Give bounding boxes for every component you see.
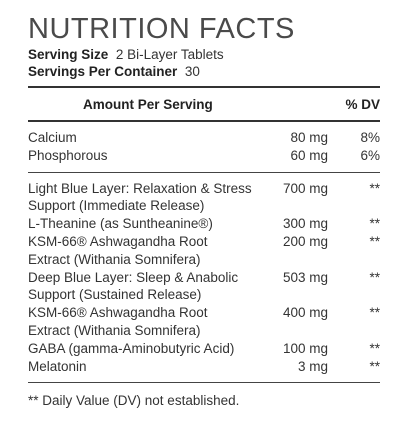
divider: [28, 171, 380, 173]
nutrition-label: NUTRITION FACTS Serving Size 2 Bi-Layer …: [28, 12, 380, 408]
name-line: Melatonin: [28, 358, 87, 374]
nutrient-row: Deep Blue Layer: Sleep & Anabolic Support…: [28, 269, 380, 305]
nutrient-row: Light Blue Layer: Relaxation & Stress Sup…: [28, 180, 380, 216]
amount: 700 mg: [282, 180, 328, 196]
daily-value: **: [369, 340, 380, 356]
table-header: Amount Per Serving % DV: [28, 88, 380, 120]
daily-value: **: [369, 216, 380, 232]
amount: 3 mg: [297, 358, 328, 374]
serving-size-value: 2 Bi-Layer Tablets: [115, 47, 224, 62]
servings-label: Servings Per Container: [28, 64, 178, 79]
name-line: GABA (gamma-Aminobutyric Acid): [28, 340, 235, 356]
servings-value: 30: [184, 64, 200, 79]
nutrient-name: GABA (gamma-Aminobutyric Acid): [28, 340, 278, 358]
nutrient-name: KSM-66® Ashwagandha Root Extract (Withani…: [28, 233, 278, 269]
name-line: L-Theanine (as Suntheanine®): [28, 216, 213, 232]
title: NUTRITION FACTS: [28, 13, 295, 45]
nutrient-name: L-Theanine (as Suntheanine®): [28, 215, 278, 233]
servings: Servings Per Container 30: [28, 63, 380, 80]
nutrient-name: Light Blue Layer: Relaxation & Stress Sup…: [28, 180, 278, 216]
column-header: Amount Per Serving: [83, 97, 213, 112]
name-line: Extract (Withania Somnifera): [28, 251, 201, 267]
nutrient-name: KSM-66® Ashwagandha Root Extract (Withani…: [28, 304, 278, 340]
name-line: KSM-66® Ashwagandha Root: [28, 233, 208, 249]
serving-size: Serving Size 2 Bi-Layer Tablets: [28, 46, 380, 63]
daily-value: **: [369, 269, 380, 285]
nutrient-row: L-Theanine (as Suntheanine®) 300 mg **: [28, 215, 380, 233]
nutrient-row: Melatonin 3 mg **: [28, 358, 380, 376]
daily-value: **: [369, 358, 380, 374]
ingredients: Light Blue Layer: Relaxation & Stress Sup…: [28, 173, 380, 383]
daily-value: 8%: [360, 130, 380, 145]
name-line: Phosphorous: [28, 147, 108, 163]
daily-value: **: [369, 180, 380, 196]
footnote: ** Daily Value (DV) not established.: [28, 393, 240, 409]
amount: 300 mg: [282, 216, 328, 232]
minerals: Calcium 80 mg 8% Phosphorous 60 mg 6%: [28, 122, 380, 172]
nutrient-row: Phosphorous 60 mg 6%: [28, 147, 380, 165]
amount: 503 mg: [282, 269, 328, 285]
nutrient-name: Deep Blue Layer: Sleep & Anabolic Support…: [28, 269, 278, 305]
nutrient-row: KSM-66® Ashwagandha Root Extract (Withani…: [28, 233, 380, 269]
amount: 80 mg: [290, 130, 328, 145]
column-header: % DV: [345, 97, 380, 112]
name-line: KSM-66® Ashwagandha Root: [28, 305, 208, 321]
divider: [28, 120, 380, 122]
amount: 60 mg: [290, 147, 328, 163]
name-line: Deep Blue Layer: Sleep & Anabolic: [28, 269, 239, 285]
amount: 400 mg: [282, 305, 328, 321]
amount: 100 mg: [282, 340, 328, 356]
name-line: Extract (Withania Somnifera): [28, 322, 201, 338]
name-line: Calcium: [28, 130, 77, 145]
amount: 200 mg: [282, 233, 328, 249]
nutrient-name: Melatonin: [28, 358, 278, 376]
name-line: Light Blue Layer: Relaxation & Stress: [28, 180, 252, 196]
nutrient-row: KSM-66® Ashwagandha Root Extract (Withani…: [28, 304, 380, 340]
divider: [28, 86, 380, 88]
daily-value: **: [369, 233, 380, 249]
serving-size-label: Serving Size: [28, 47, 109, 62]
nutrient-name: Phosphorous: [28, 147, 278, 165]
name-line: Support (Immediate Release): [28, 198, 205, 214]
daily-value: 6%: [360, 147, 380, 163]
daily-value: **: [369, 305, 380, 321]
nutrient-row: Calcium 80 mg 8%: [28, 129, 380, 147]
nutrient-row: GABA (gamma-Aminobutyric Acid) 100 mg **: [28, 340, 380, 358]
divider: [28, 382, 380, 384]
name-line: Support (Sustained Release): [28, 287, 202, 303]
nutrient-name: Calcium: [28, 129, 278, 147]
